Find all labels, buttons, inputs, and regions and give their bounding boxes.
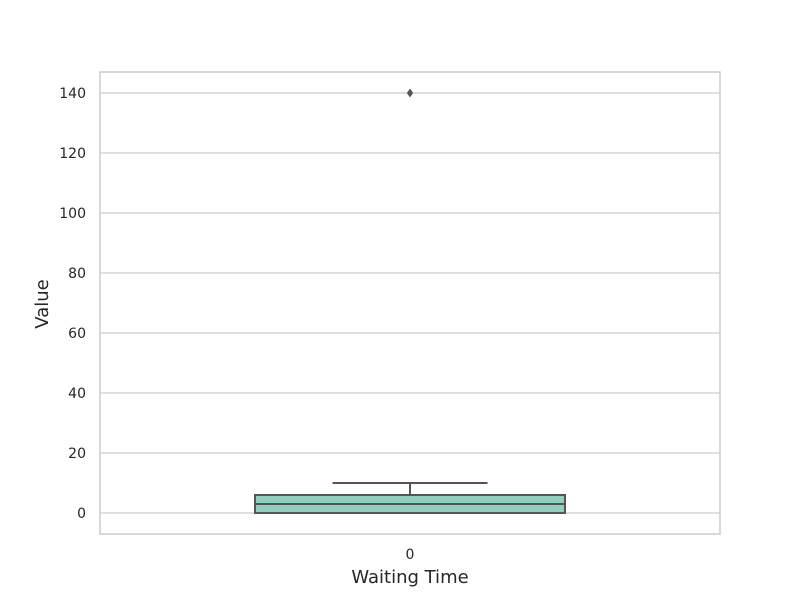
plot-frame <box>99 71 721 535</box>
y-tick-label: 20 <box>68 446 86 462</box>
y-tick-label: 120 <box>59 146 86 162</box>
y-tick-label: 80 <box>68 266 86 282</box>
x-tick-labels: 0 <box>406 547 415 563</box>
y-tick-label: 0 <box>77 506 86 522</box>
y-tick-label: 140 <box>59 86 86 102</box>
x-axis-label: Waiting Time <box>351 567 468 588</box>
gridlines <box>100 92 720 514</box>
y-tick-labels: 0 20 40 60 80 100 120 140 <box>59 86 86 522</box>
y-tick-label: 60 <box>68 326 86 342</box>
y-axis-label: Value <box>32 279 53 328</box>
y-tick-label: 100 <box>59 206 86 222</box>
outlier-point <box>406 88 414 98</box>
plot-area <box>254 88 566 514</box>
y-tick-label: 40 <box>68 386 86 402</box>
x-tick-label: 0 <box>406 547 415 563</box>
